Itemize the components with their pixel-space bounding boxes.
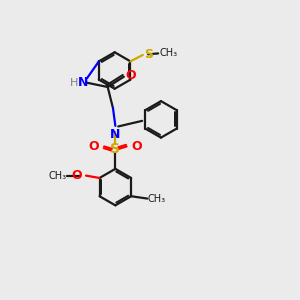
Text: CH₃: CH₃: [48, 171, 67, 181]
Text: O: O: [131, 140, 142, 153]
Text: S: S: [110, 142, 120, 156]
Text: S: S: [144, 48, 153, 61]
Text: N: N: [110, 128, 121, 141]
Text: H: H: [70, 78, 79, 88]
Text: O: O: [89, 140, 99, 153]
Text: N: N: [77, 76, 88, 89]
Text: O: O: [125, 69, 136, 82]
Text: O: O: [72, 169, 83, 182]
Text: CH₃: CH₃: [148, 194, 166, 204]
Text: CH₃: CH₃: [159, 48, 177, 59]
